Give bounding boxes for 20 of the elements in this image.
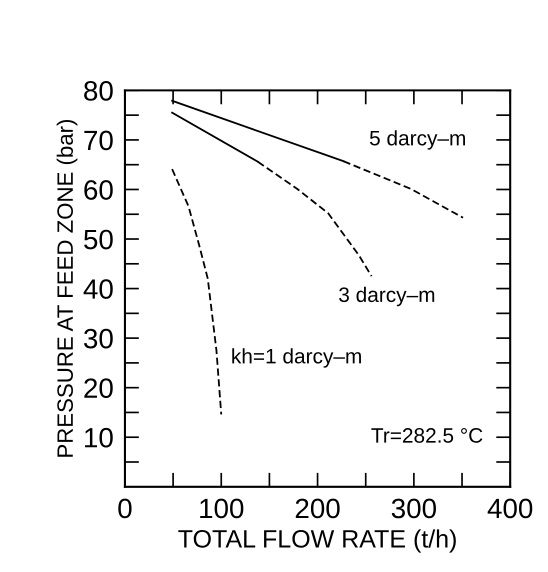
line-series — [171, 168, 222, 416]
x-tick-label: 100 — [200, 498, 244, 518]
annotation: kh=1 darcy–m — [232, 348, 361, 368]
y-tick-label: 30 — [84, 328, 113, 348]
x-tick-label: 400 — [488, 498, 532, 518]
x-tick-label: 300 — [392, 498, 436, 518]
annotation: 5 darcy–m — [370, 130, 465, 150]
y-tick-label: 60 — [84, 180, 113, 200]
y-tick-label: 40 — [84, 279, 113, 299]
annotation: 3 darcy–m — [339, 286, 434, 306]
y-tick-label: 50 — [84, 230, 113, 250]
y-tick-label: 80 — [84, 81, 113, 101]
x-tick-label: 200 — [296, 498, 340, 518]
x-axis-title: TOTAL FLOW RATE (t/h) — [178, 529, 456, 553]
y-tick-label: 70 — [84, 130, 113, 150]
annotation: Tr=282.5 °C — [371, 428, 482, 443]
y-tick-label: 10 — [85, 428, 113, 448]
x-tick-label: 0 — [118, 498, 132, 518]
y-tick-label: 20 — [84, 378, 113, 398]
y-axis-title: PRESSURE AT FEED ZONE (bar) — [56, 120, 78, 457]
